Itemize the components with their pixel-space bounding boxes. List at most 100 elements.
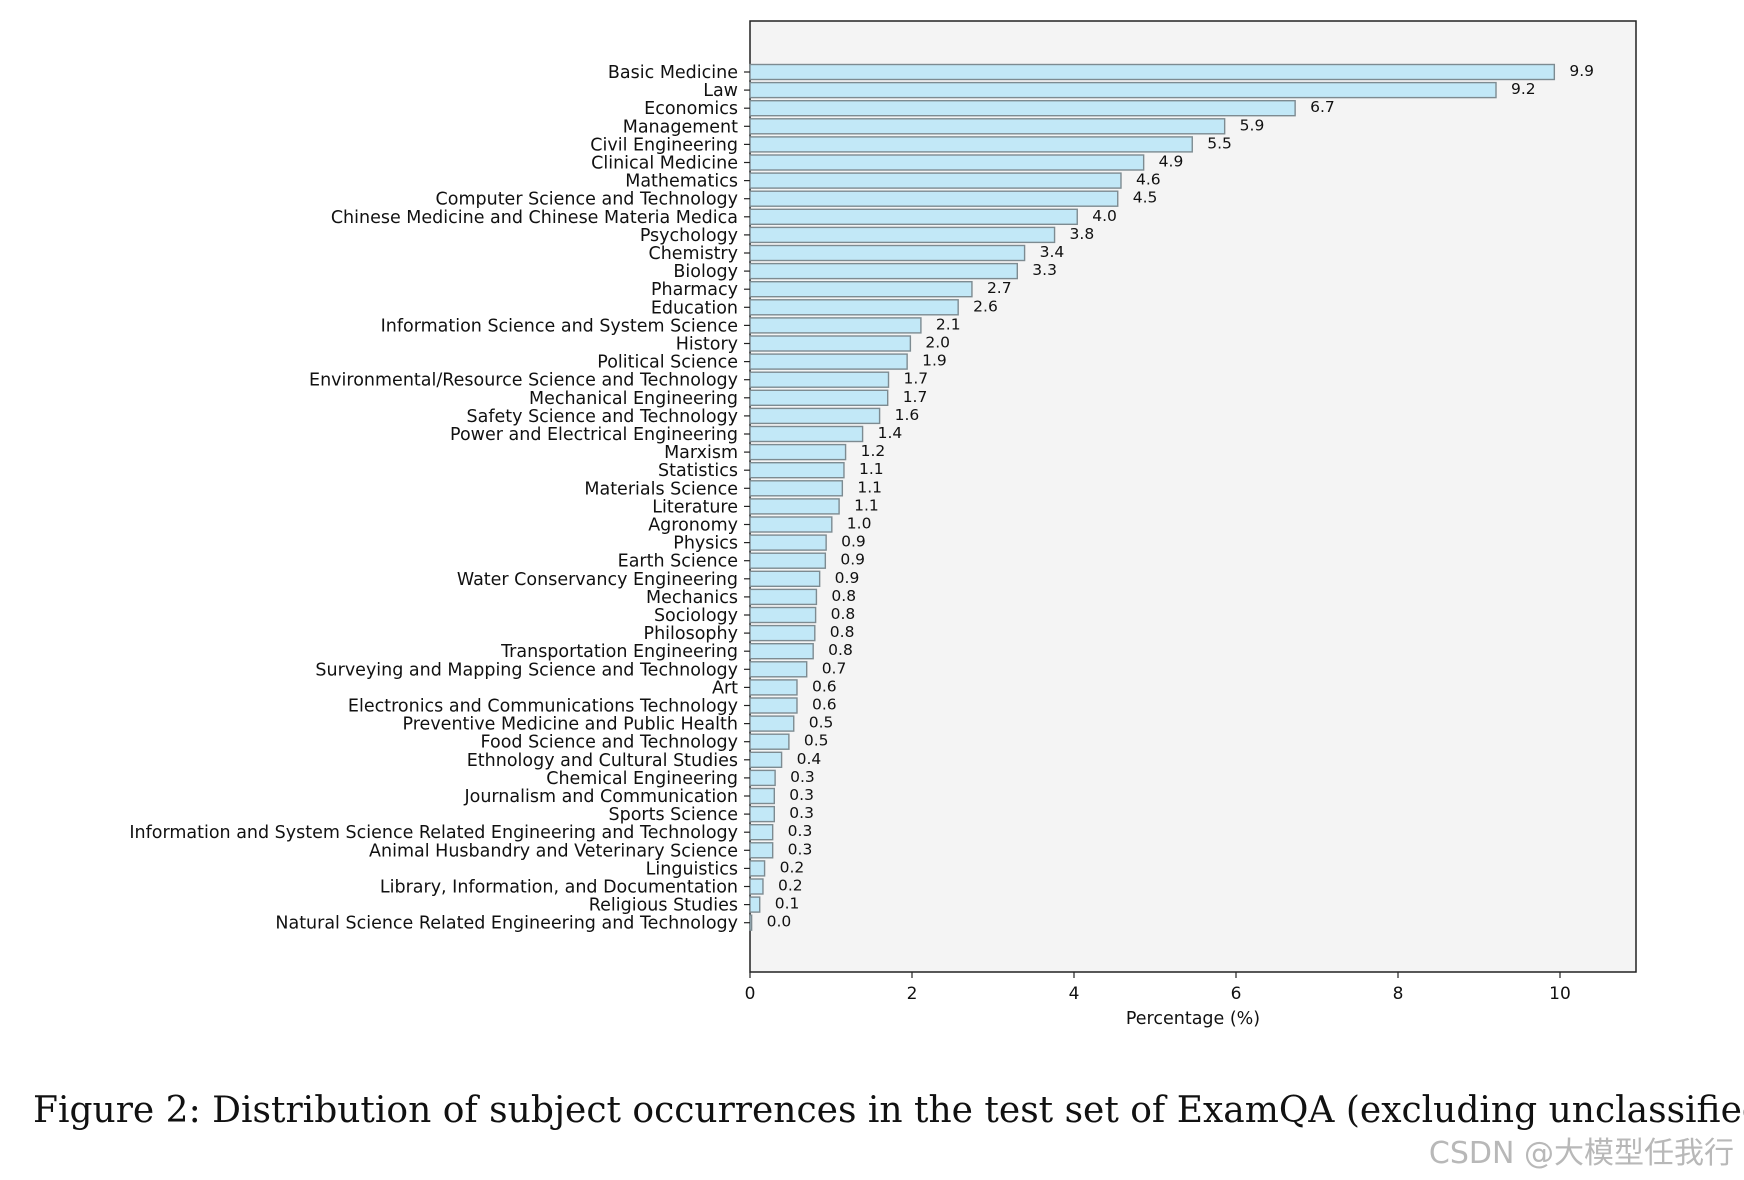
category-label: Economics [644,99,738,119]
value-label: 4.5 [1133,189,1158,207]
bar [749,443,847,461]
category-label: Information Science and System Science [381,316,738,336]
value-label: 0.0 [767,913,792,931]
category-label: Water Conservancy Engineering [457,570,738,590]
x-tick-label: 6 [1231,984,1242,1004]
category-label: Mathematics [625,172,738,192]
bar [749,462,845,479]
category-label: Journalism and Communication [463,787,738,807]
x-tick-label: 2 [907,984,918,1004]
x-axis-label: Percentage (%) [1126,1009,1260,1029]
bar [749,842,774,859]
category-label: Pharmacy [651,280,738,300]
category-label: Management [623,117,738,137]
bar [749,244,1026,262]
bar [749,299,959,316]
value-label: 2.6 [973,297,998,315]
value-label: 0.3 [789,804,814,822]
category-label: Mechanical Engineering [529,389,738,409]
bar [749,407,881,425]
value-label: 4.6 [1136,171,1161,189]
value-label: 5.9 [1240,116,1265,134]
category-label: Ethnology and Cultural Studies [467,751,738,771]
bar [749,335,912,352]
bar [749,118,1226,135]
category-label: Linguistics [646,859,738,879]
category-label: Law [703,81,738,101]
value-label: 0.1 [775,895,800,913]
bar-chart: Basic Medicine 9.9 Law 9.2 Economics 6.7 Manag… [129,20,1637,1029]
value-label: 0.9 [840,551,865,569]
category-label: Natural Science Related Engineering and … [275,914,738,934]
x-tick-label: 0 [745,984,756,1004]
category-label: Library, Information, and Documentation [380,878,738,898]
category-label: Civil Engineering [590,135,738,155]
category-label: Surveying and Mapping Science and Techno… [315,660,738,680]
value-label: 4.9 [1159,153,1184,171]
bar [749,172,1122,189]
category-label: Power and Electrical Engineering [450,425,738,445]
value-label: 0.5 [804,732,829,750]
bar [749,878,764,895]
bar [749,389,889,406]
value-label: 1.7 [903,388,928,406]
value-label: 0.3 [788,840,813,858]
bar [749,914,753,931]
value-label: 0.4 [797,750,822,768]
category-label: Computer Science and Technology [436,190,738,210]
category-label: Biology [673,262,738,282]
value-label: 2.1 [936,315,961,333]
bar [749,262,1018,280]
category-label: Art [712,678,738,698]
category-label: Education [651,298,738,318]
bar [749,154,1145,171]
value-label: 0.2 [780,858,805,876]
bar [749,733,790,750]
bar [749,552,827,569]
value-label: 0.8 [831,587,856,605]
value-label: 1.1 [854,496,879,514]
bar [749,425,864,443]
category-label: Transportation Engineering [500,642,738,662]
category-label: Physics [673,534,738,554]
value-label: 6.7 [1310,98,1335,116]
value-label: 1.6 [895,406,920,424]
value-label: 0.8 [831,605,856,623]
value-label: 0.3 [788,822,813,840]
value-label: 0.6 [812,677,837,695]
category-label: Mechanics [646,588,738,608]
category-label: Clinical Medicine [591,154,738,174]
value-label: 0.6 [812,696,837,714]
category-label: Sociology [654,606,738,626]
figure-caption: Figure 2: Distribution of subject occurr… [33,1090,1744,1131]
bar [749,751,783,768]
value-label: 0.3 [790,768,815,786]
value-label: 2.0 [925,334,950,352]
bar [749,534,827,551]
bar [749,679,798,696]
category-label: Sports Science [609,805,739,825]
category-label: Basic Medicine [608,63,738,83]
category-label: Preventive Medicine and Public Health [403,715,739,735]
bar [749,697,798,714]
bar [749,63,1556,81]
value-label: 1.0 [847,515,872,533]
value-label: 9.2 [1511,80,1536,98]
bar [749,281,973,298]
category-label: Chemical Engineering [546,769,738,789]
bar [749,136,1193,153]
value-label: 1.4 [878,424,903,442]
bar [749,226,1056,244]
bar [749,787,775,805]
category-label: Electronics and Communications Technolog… [348,697,738,717]
value-label: 0.7 [822,659,847,677]
value-label: 0.5 [809,714,834,732]
category-label: Earth Science [618,552,738,572]
category-label: History [676,335,738,355]
bar [749,498,840,515]
category-label: Environmental/Resource Science and Techn… [309,371,738,391]
value-label: 1.1 [857,478,882,496]
bar [749,81,1497,99]
value-label: 1.1 [859,460,884,478]
bar [749,661,808,678]
